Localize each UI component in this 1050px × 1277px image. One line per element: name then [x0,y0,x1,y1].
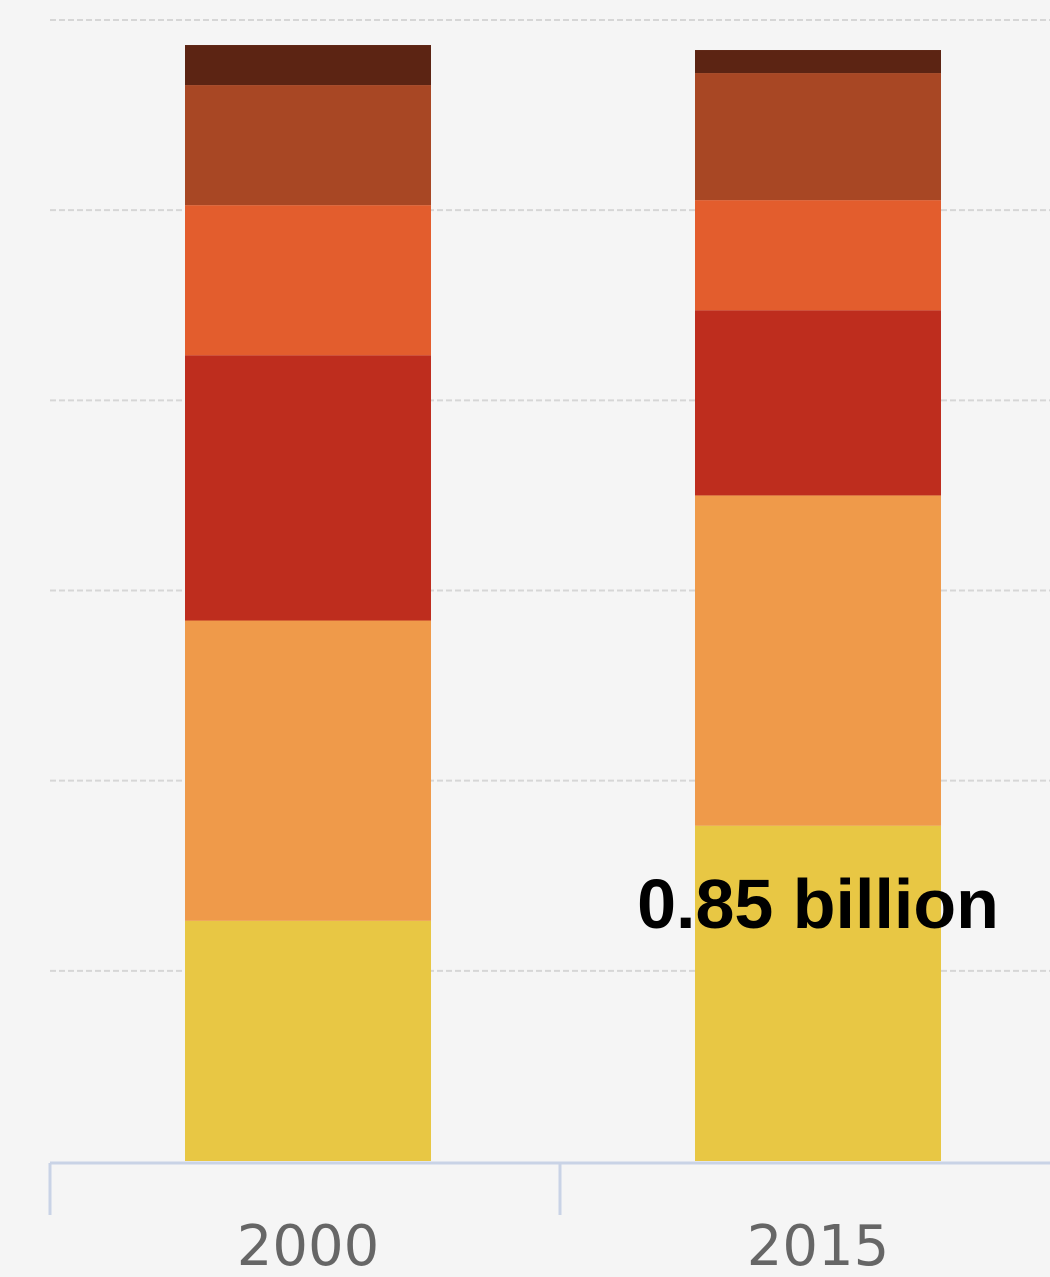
bar-segment-2015-3 [695,310,941,496]
bar-segment-2015-5 [695,73,941,201]
bar-segment-2000-5 [185,85,431,206]
x-axis [48,1161,1050,1215]
bar-segment-2000-1 [185,920,431,1161]
bar-segment-2015-1 [695,825,941,1161]
bar-segment-2015-4 [695,200,941,311]
bar-segment-2000-3 [185,355,431,621]
bar-segment-2000-6 [185,45,431,86]
bar-segment-2000-2 [185,620,431,921]
x-tick-labels: 2000 2015 [237,1214,890,1277]
x-tick-label-2000: 2000 [237,1214,380,1277]
annotations: 0.85 billion [637,865,999,943]
bar-segment-2015-2 [695,495,941,826]
bar-segment-2000-4 [185,205,431,356]
x-tick-label-2015: 2015 [747,1214,890,1277]
annotation-label: 0.85 billion [637,865,999,943]
bars [185,45,941,1161]
bar-segment-2015-6 [695,50,941,74]
